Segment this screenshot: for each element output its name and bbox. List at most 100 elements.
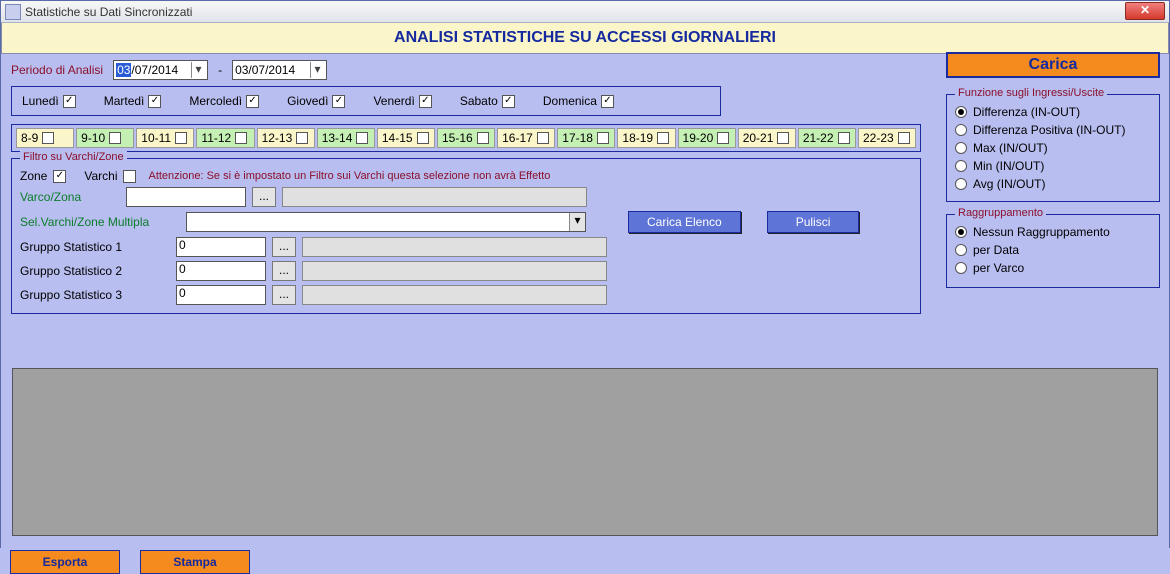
day-checkbox[interactable]: ✓ <box>148 95 161 108</box>
hour-checkbox[interactable] <box>42 132 54 144</box>
varco-zona-label: Varco/Zona <box>20 190 120 204</box>
varco-zona-input[interactable] <box>126 187 246 207</box>
varchi-checkbox[interactable] <box>123 170 136 183</box>
day-checkbox[interactable]: ✓ <box>63 95 76 108</box>
group-browse-button[interactable]: ... <box>272 237 296 257</box>
zone-checkbox[interactable]: ✓ <box>53 170 66 183</box>
raggruppamento-option[interactable]: Nessun Raggruppamento <box>955 225 1151 239</box>
hour-label: 19-20 <box>683 131 714 145</box>
filter-warning: Attenzione: Se si è impostato un Filtro … <box>148 170 550 182</box>
hour-label: 9-10 <box>81 131 105 145</box>
hour-checkbox[interactable] <box>109 132 121 144</box>
group-browse-button[interactable]: ... <box>272 261 296 281</box>
hour-checkbox[interactable] <box>477 132 489 144</box>
group-value-input[interactable]: 0 <box>176 261 266 281</box>
day-label: Venerdì <box>373 94 414 108</box>
hour-checkbox[interactable] <box>235 132 247 144</box>
hour-label: 8-9 <box>21 131 38 145</box>
group-browse-button[interactable]: ... <box>272 285 296 305</box>
radio-icon[interactable] <box>955 142 967 154</box>
group-display <box>302 237 607 257</box>
day-item: Sabato ✓ <box>460 94 515 108</box>
varco-zona-browse-button[interactable]: ... <box>252 187 276 207</box>
radio-icon[interactable] <box>955 262 967 274</box>
radio-icon[interactable] <box>955 178 967 190</box>
hour-checkbox[interactable] <box>657 132 669 144</box>
zone-label: Zone <box>20 169 47 183</box>
varco-zona-display <box>282 187 587 207</box>
hour-checkbox[interactable] <box>175 132 187 144</box>
group-value-input[interactable]: 0 <box>176 237 266 257</box>
filter-fieldset: Filtro su Varchi/Zone Zone ✓ Varchi Atte… <box>11 158 921 314</box>
bottom-bar: Esporta Stampa <box>0 548 1170 574</box>
date-to-input[interactable]: 03/07/2014 ▾ <box>232 60 327 80</box>
radio-icon[interactable] <box>955 124 967 136</box>
date-to-dropdown-icon[interactable]: ▾ <box>310 62 324 78</box>
group-label: Gruppo Statistico 3 <box>20 288 170 302</box>
raggruppamento-label: per Varco <box>973 261 1024 275</box>
funzione-label: Differenza (IN-OUT) <box>973 105 1080 119</box>
radio-icon[interactable] <box>955 226 967 238</box>
funzione-label: Differenza Positiva (IN-OUT) <box>973 123 1125 137</box>
day-label: Domenica <box>543 94 597 108</box>
window-title: Statistiche su Dati Sincronizzati <box>25 5 192 19</box>
day-checkbox[interactable]: ✓ <box>502 95 515 108</box>
close-button[interactable]: ✕ <box>1125 2 1165 20</box>
funzione-option[interactable]: Max (IN/OUT) <box>955 141 1151 155</box>
hour-checkbox[interactable] <box>356 132 368 144</box>
hour-checkbox[interactable] <box>296 132 308 144</box>
day-checkbox[interactable]: ✓ <box>601 95 614 108</box>
hour-checkbox[interactable] <box>537 132 549 144</box>
hour-checkbox[interactable] <box>777 132 789 144</box>
radio-icon[interactable] <box>955 160 967 172</box>
hour-label: 12-13 <box>262 131 293 145</box>
day-checkbox[interactable]: ✓ <box>419 95 432 108</box>
hour-label: 10-11 <box>141 131 171 145</box>
hour-cell: 20-21 <box>738 128 796 148</box>
stampa-button[interactable]: Stampa <box>140 550 250 574</box>
hours-box: 8-99-1010-1111-1212-1313-1414-1515-1616-… <box>11 124 921 152</box>
hour-label: 16-17 <box>502 131 533 145</box>
day-checkbox[interactable]: ✓ <box>246 95 259 108</box>
esporta-button[interactable]: Esporta <box>10 550 120 574</box>
day-checkbox[interactable]: ✓ <box>332 95 345 108</box>
group-label: Gruppo Statistico 2 <box>20 264 170 278</box>
hour-checkbox[interactable] <box>717 132 729 144</box>
raggruppamento-fieldset: Raggruppamento Nessun Raggruppamentoper … <box>946 214 1160 288</box>
day-item: Mercoledì✓ <box>189 94 259 108</box>
hour-cell: 10-11 <box>136 128 194 148</box>
day-label: Lunedì <box>22 94 59 108</box>
hour-label: 21-22 <box>803 131 834 145</box>
funzione-option[interactable]: Avg (IN/OUT) <box>955 177 1151 191</box>
hour-cell: 12-13 <box>257 128 315 148</box>
radio-icon[interactable] <box>955 106 967 118</box>
group-display <box>302 261 607 281</box>
date-from-day: 03 <box>116 63 131 77</box>
funzione-option[interactable]: Differenza (IN-OUT) <box>955 105 1151 119</box>
hour-cell: 14-15 <box>377 128 435 148</box>
funzione-label: Max (IN/OUT) <box>973 141 1048 155</box>
group-label: Gruppo Statistico 1 <box>20 240 170 254</box>
funzione-option[interactable]: Min (IN/OUT) <box>955 159 1151 173</box>
group-value-input[interactable]: 0 <box>176 285 266 305</box>
date-from-dropdown-icon[interactable]: ▾ <box>191 62 205 78</box>
hour-checkbox[interactable] <box>838 132 850 144</box>
date-from-input[interactable]: 03/07/2014 ▾ <box>113 60 208 80</box>
raggruppamento-option[interactable]: per Varco <box>955 261 1151 275</box>
raggruppamento-option[interactable]: per Data <box>955 243 1151 257</box>
radio-icon[interactable] <box>955 244 967 256</box>
funzione-label: Min (IN/OUT) <box>973 159 1044 173</box>
chevron-down-icon[interactable]: ▾ <box>569 213 585 231</box>
hour-checkbox[interactable] <box>597 132 609 144</box>
day-label: Sabato <box>460 94 498 108</box>
carica-elenco-button[interactable]: Carica Elenco <box>628 211 741 233</box>
hour-cell: 21-22 <box>798 128 856 148</box>
pulisci-button[interactable]: Pulisci <box>767 211 860 233</box>
titlebar: Statistiche su Dati Sincronizzati ✕ <box>1 1 1169 23</box>
funzione-label: Avg (IN/OUT) <box>973 177 1045 191</box>
sel-multipla-combo[interactable]: ▾ <box>186 212 586 232</box>
hour-checkbox[interactable] <box>417 132 429 144</box>
hour-checkbox[interactable] <box>898 132 910 144</box>
funzione-option[interactable]: Differenza Positiva (IN-OUT) <box>955 123 1151 137</box>
carica-button[interactable]: Carica <box>946 52 1160 78</box>
